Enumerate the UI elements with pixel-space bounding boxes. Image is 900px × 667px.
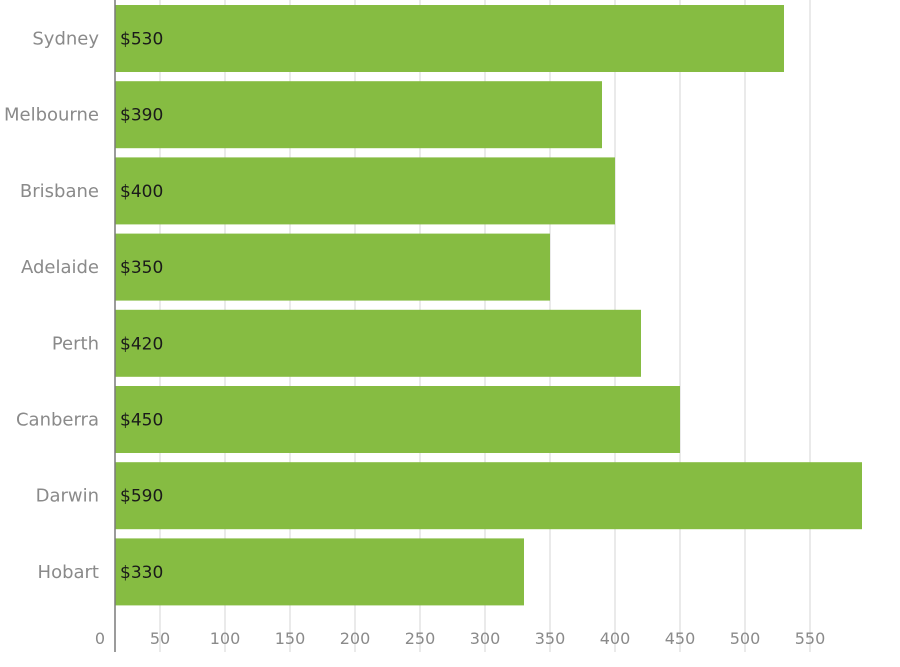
bar-melbourne <box>115 81 602 149</box>
category-label-brisbane: Brisbane <box>20 181 99 202</box>
category-label-darwin: Darwin <box>36 486 99 507</box>
x-tick-label-100: 100 <box>210 629 241 648</box>
category-label-adelaide: Adelaide <box>21 257 99 278</box>
x-tick-label-50: 50 <box>150 629 170 648</box>
bars: $530 $390 $400 $350 $420 $450 $590 $330 <box>115 5 862 606</box>
x-tick-label-250: 250 <box>405 629 436 648</box>
value-label-canberra: $450 <box>120 411 163 431</box>
x-tick-label-300: 300 <box>470 629 501 648</box>
bar-darwin <box>115 462 862 530</box>
x-tick-label-0: 0 <box>95 629 105 648</box>
bar-brisbane <box>115 157 615 225</box>
bar-perth <box>115 309 641 377</box>
x-tick-label-500: 500 <box>730 629 761 648</box>
x-tick-label-200: 200 <box>340 629 371 648</box>
x-tick-labels: 0 50 100 150 200 250 300 350 400 450 500 550 <box>95 629 825 648</box>
x-tick-label-150: 150 <box>275 629 306 648</box>
x-tick-label-400: 400 <box>600 629 631 648</box>
value-label-melbourne: $390 <box>120 106 163 126</box>
category-label-perth: Perth <box>52 333 99 354</box>
bar-canberra <box>115 386 680 453</box>
value-label-adelaide: $350 <box>120 258 163 278</box>
value-label-brisbane: $400 <box>120 182 163 202</box>
x-tick-label-450: 450 <box>665 629 696 648</box>
category-label-sydney: Sydney <box>32 29 99 50</box>
x-tick-label-550: 550 <box>795 629 826 648</box>
x-tick-label-350: 350 <box>535 629 566 648</box>
bar-sydney <box>115 5 784 72</box>
category-labels: Sydney Melbourne Brisbane Adelaide Perth Canb… <box>4 29 99 583</box>
value-label-darwin: $590 <box>120 487 163 507</box>
bar-hobart <box>115 538 524 606</box>
category-label-canberra: Canberra <box>16 410 99 431</box>
category-label-hobart: Hobart <box>38 562 99 583</box>
value-label-sydney: $530 <box>120 30 163 50</box>
value-label-hobart: $330 <box>120 563 163 583</box>
category-label-melbourne: Melbourne <box>4 105 99 126</box>
value-label-perth: $420 <box>120 334 163 354</box>
bar-adelaide <box>115 233 550 301</box>
